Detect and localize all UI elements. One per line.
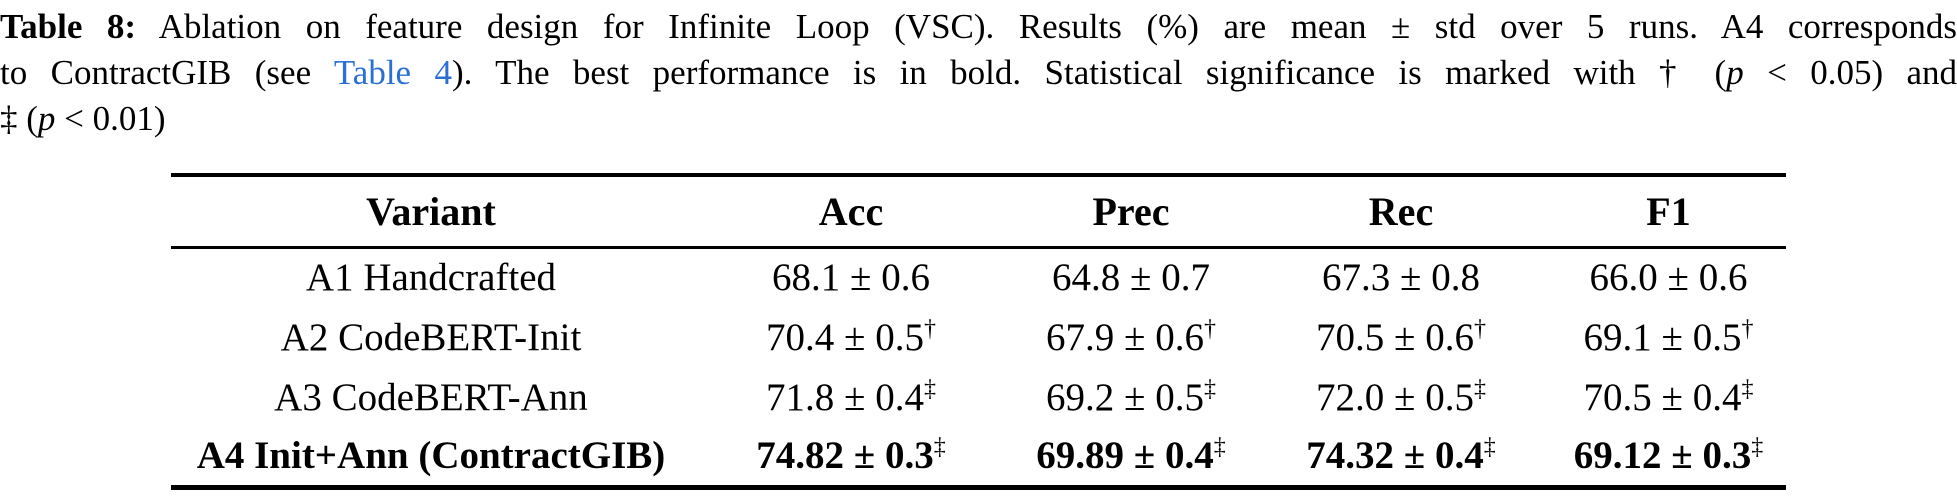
table-4-link[interactable]: Table 4 — [333, 53, 452, 92]
table-header-row: Variant Acc Prec Rec F1 — [171, 175, 1786, 249]
dagger-mark: † — [923, 315, 936, 342]
double-dagger-mark: ‡ — [1751, 434, 1764, 461]
metric-cell-rec: 67.3 ± 0.8 — [1322, 256, 1480, 300]
table-row-a1: A1 Handcrafted 68.1 ± 0.6 64.8 ± 0.7 67.… — [171, 247, 1786, 307]
metric-cell-f1: 70.5 ± 0.4‡ — [1583, 375, 1754, 419]
double-dagger-mark: ‡ — [933, 434, 946, 461]
double-dagger-mark: ‡ — [1203, 375, 1216, 402]
metric-cell-f1: 69.12 ± 0.3‡ — [1573, 434, 1764, 478]
metric-cell-f1: 66.0 ± 0.6 — [1589, 256, 1748, 300]
double-dagger-mark: ‡ — [1483, 434, 1496, 461]
double-dagger-mark: ‡ — [923, 375, 936, 402]
table-row-a3: A3 CodeBERT-Ann 71.8 ± 0.4‡ 69.2 ± 0.5‡ … — [171, 367, 1786, 427]
double-dagger-mark: ‡ — [1473, 375, 1486, 402]
metric-cell-acc: 74.82 ± 0.3‡ — [756, 434, 946, 478]
table-row-a2: A2 CodeBERT-Init 70.4 ± 0.5† 67.9 ± 0.6†… — [171, 307, 1786, 367]
variant-cell: A2 CodeBERT-Init — [280, 315, 582, 359]
caption-text: to ContractGIB (see — [0, 53, 334, 92]
dagger-mark: † — [1741, 315, 1754, 342]
variant-cell: A4 Init+Ann (ContractGIB) — [196, 434, 666, 478]
caption-line-3: ‡ (p < 0.01) — [0, 96, 1957, 142]
col-header-rec: Rec — [1251, 175, 1551, 249]
caption-text: < 0.05) and — [1743, 53, 1957, 92]
caption-p-italic: p — [1726, 53, 1744, 92]
metric-cell-acc: 68.1 ± 0.6 — [772, 256, 930, 300]
metric-cell-acc: 70.4 ± 0.5† — [766, 315, 936, 359]
caption-line-2: to ContractGIB (see Table 4). The best p… — [0, 50, 1957, 96]
metric-cell-prec: 64.8 ± 0.7 — [1052, 256, 1210, 300]
table-caption: Table 8: Ablation on feature design for … — [0, 0, 1957, 142]
metric-cell-prec: 69.2 ± 0.5‡ — [1046, 375, 1216, 419]
col-header-prec: Prec — [1011, 175, 1251, 249]
col-header-acc: Acc — [691, 175, 1011, 249]
metric-cell-prec: 67.9 ± 0.6† — [1046, 315, 1216, 359]
caption-text: ). The best performance is in bold. Stat… — [451, 53, 1727, 92]
metric-cell-rec: 74.32 ± 0.4‡ — [1306, 434, 1496, 478]
metric-cell-rec: 70.5 ± 0.6† — [1316, 315, 1486, 359]
double-dagger-mark: ‡ — [1213, 434, 1226, 461]
caption-text: < 0.01) — [55, 99, 166, 138]
metric-cell-rec: 72.0 ± 0.5‡ — [1316, 375, 1486, 419]
col-header-variant: Variant — [171, 175, 691, 249]
caption-table-label: Table 8: — [0, 7, 137, 46]
col-header-f1: F1 — [1551, 175, 1786, 249]
metric-cell-acc: 71.8 ± 0.4‡ — [766, 375, 936, 419]
table-row-a4-best: A4 Init+Ann (ContractGIB) 74.82 ± 0.3‡ 6… — [171, 427, 1786, 487]
variant-cell: A1 Handcrafted — [305, 256, 557, 300]
metric-cell-f1: 69.1 ± 0.5† — [1583, 315, 1754, 359]
variant-cell: A3 CodeBERT-Ann — [274, 375, 588, 419]
caption-line-1: Table 8: Ablation on feature design for … — [0, 4, 1957, 50]
caption-p-italic: p — [37, 99, 56, 138]
caption-text: ‡ ( — [0, 99, 38, 138]
ablation-results-table: Variant Acc Prec Rec F1 A1 Handcrafted 6… — [171, 173, 1786, 490]
dagger-mark: † — [1473, 315, 1486, 342]
metric-cell-prec: 69.89 ± 0.4‡ — [1036, 434, 1226, 478]
dagger-mark: † — [1203, 315, 1216, 342]
double-dagger-mark: ‡ — [1741, 375, 1754, 402]
caption-text: Ablation on feature design for Infinite … — [136, 7, 1957, 46]
